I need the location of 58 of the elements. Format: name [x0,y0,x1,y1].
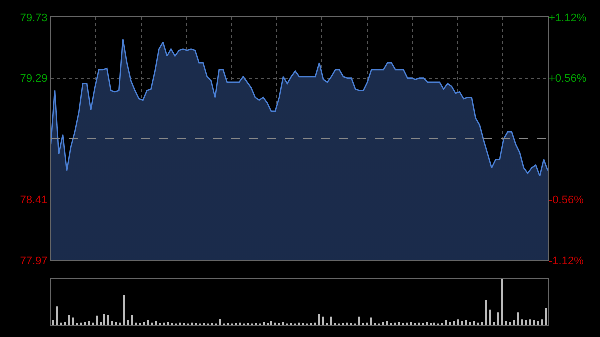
y-tick-label: 78.41 [20,194,48,207]
y-tick-label: 77.97 [20,255,48,268]
bar [426,322,428,326]
bar [96,316,98,326]
bar [509,322,511,326]
bar [386,321,388,326]
bar [147,320,150,326]
bar [485,300,488,326]
bar [88,321,90,326]
bar [505,321,507,326]
bar [322,316,324,326]
bar [263,322,265,326]
bar [493,322,496,326]
bar [370,318,372,326]
bar [449,322,452,326]
bar [545,308,547,326]
bar [52,320,54,326]
y-tick-label: 79.29 [20,73,48,86]
y2-tick-label: +1.12% [549,12,587,24]
bar [398,322,400,326]
bar [219,319,221,326]
bar [103,314,106,326]
bar [330,316,332,326]
bar [410,322,412,326]
bar [68,314,70,326]
bar [274,322,276,326]
bar [533,320,535,326]
bar [64,322,66,326]
bar [123,295,126,326]
bar [529,320,531,326]
bar [115,322,118,326]
bar [382,322,384,326]
bar [107,314,110,326]
bar [537,321,539,326]
bar [541,320,543,326]
bar [501,278,503,326]
bar [155,321,158,326]
bar [56,306,58,326]
bar [72,318,74,326]
y2-tick-label: -1.12% [549,255,584,268]
bar [525,320,527,326]
y2-tick-label: -0.56% [549,194,584,207]
bar [513,320,515,326]
bar [282,322,284,326]
bar [489,310,492,326]
y-tick-label: 79.73 [20,12,48,24]
y2-tick-label: +0.56% [549,73,587,86]
bar [84,322,86,326]
bar [453,321,456,326]
bar [167,322,169,326]
bar [270,321,272,326]
bar [318,314,320,326]
bar [521,320,523,326]
bar [433,322,436,326]
bar [445,320,448,326]
bar [497,312,499,326]
bar [358,316,360,326]
bar [517,312,519,326]
